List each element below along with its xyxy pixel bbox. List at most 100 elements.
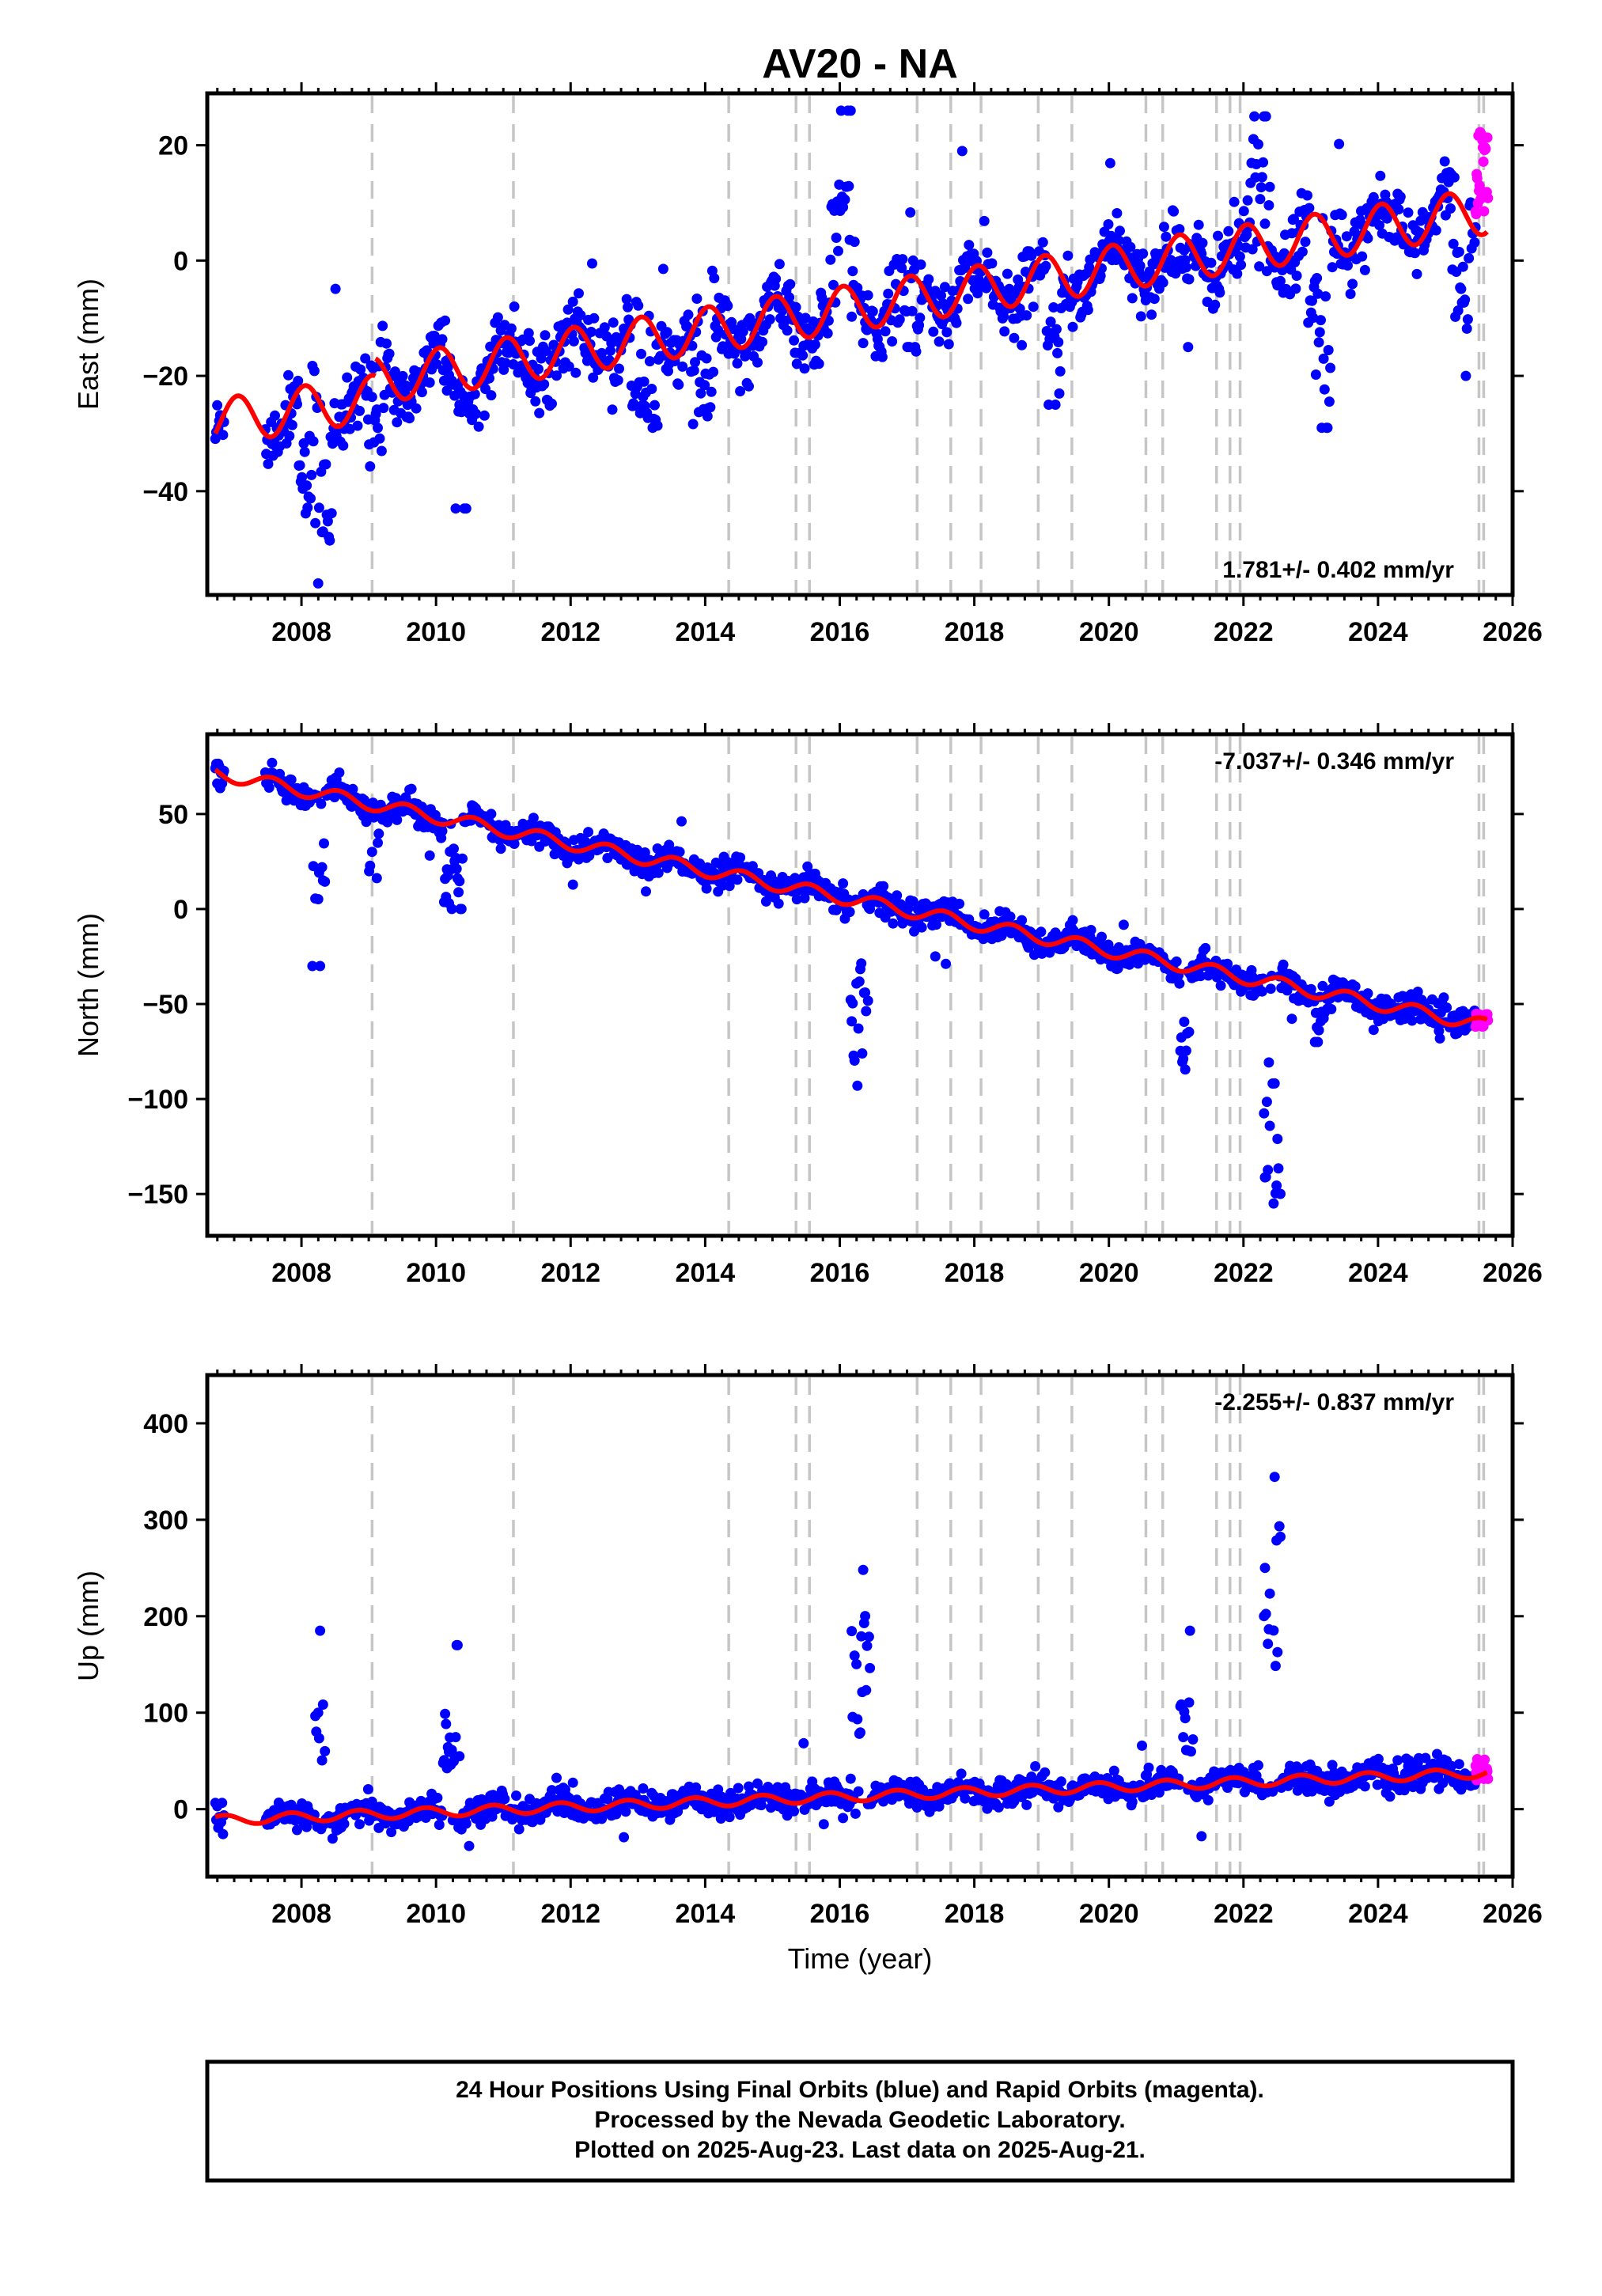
final-orbit-point	[1184, 1697, 1195, 1708]
final-orbit-point	[844, 907, 855, 918]
x-axis-label: Time (year)	[788, 1942, 933, 1975]
final-orbit-point	[1223, 225, 1234, 237]
final-orbit-point	[845, 1773, 856, 1784]
final-orbit-point	[1270, 1661, 1281, 1672]
final-orbit-point	[1319, 384, 1330, 395]
final-orbit-point	[1310, 369, 1321, 380]
final-orbit-point	[217, 1798, 228, 1809]
final-orbit-point	[449, 843, 459, 854]
final-orbit-point	[1460, 294, 1471, 305]
final-orbit-point	[1168, 206, 1180, 217]
x-tick-label: 2012	[540, 1258, 600, 1288]
final-orbit-point	[1040, 260, 1051, 271]
final-orbit-point	[523, 328, 534, 339]
final-orbit-point	[451, 863, 462, 874]
final-orbit-point	[457, 853, 468, 864]
final-orbit-point	[740, 347, 752, 358]
final-orbit-point	[1314, 327, 1325, 338]
final-orbit-point	[1300, 237, 1311, 248]
final-orbit-point	[878, 881, 889, 892]
y-axis: −150 −100 −50 0 50 North (mm)	[72, 800, 1524, 1210]
final-orbit-point	[1393, 204, 1404, 214]
final-orbit-point	[315, 1625, 326, 1636]
final-orbit-point	[292, 1824, 302, 1836]
final-orbit-point	[825, 254, 836, 265]
final-orbit-point	[1085, 925, 1096, 935]
final-orbit-point	[1291, 271, 1302, 281]
x-axis: 2008 2010 2012 2014 2016 2018 2020 2022 2024 2026	[216, 723, 1543, 1288]
final-orbit-point	[1112, 208, 1123, 218]
final-orbit-point	[320, 459, 331, 470]
final-orbit-point	[366, 847, 377, 858]
final-orbit-point	[1214, 287, 1225, 298]
final-orbit-point	[373, 837, 383, 848]
x-tick-label: 2010	[406, 1258, 466, 1288]
final-orbit-point	[1234, 251, 1245, 262]
final-orbit-point	[1264, 181, 1275, 192]
final-orbit-point	[896, 263, 907, 274]
event-lines	[370, 737, 1486, 1233]
final-orbit-point	[687, 340, 698, 351]
final-orbit-point	[818, 1819, 829, 1830]
final-orbit-point	[923, 274, 934, 285]
final-orbit-point	[588, 372, 599, 383]
final-orbit-point	[1178, 1053, 1189, 1064]
final-orbit-point	[851, 1658, 862, 1669]
final-orbit-point	[218, 1828, 229, 1839]
final-orbit-point	[1125, 241, 1136, 252]
final-orbit-point	[267, 757, 278, 768]
final-orbit-point	[1263, 1639, 1274, 1650]
final-orbit-point	[373, 828, 384, 839]
final-orbit-point	[638, 1783, 649, 1794]
final-orbit-point	[360, 353, 371, 364]
final-orbit-point	[1178, 1732, 1189, 1743]
x-tick-label: 2020	[1079, 617, 1139, 647]
final-orbit-point	[452, 1639, 463, 1650]
final-orbit-point	[1445, 203, 1456, 214]
final-orbit-point	[813, 358, 824, 369]
final-orbit-point	[939, 282, 950, 293]
final-orbit-point	[540, 330, 551, 341]
final-orbit-point	[469, 388, 480, 400]
final-orbit-point	[934, 1801, 945, 1812]
final-orbit-point	[706, 386, 717, 397]
final-orbit-point	[397, 370, 408, 381]
final-orbit-point	[366, 1796, 377, 1807]
final-orbit-point	[1268, 1198, 1279, 1209]
final-orbit-point	[1180, 1045, 1191, 1056]
final-orbit-point	[1180, 262, 1191, 273]
final-orbit-point	[854, 976, 865, 987]
plot-frame	[205, 732, 1515, 1238]
final-orbit-point	[799, 363, 810, 374]
final-orbit-point	[587, 258, 597, 269]
final-orbit-point	[861, 1006, 872, 1017]
final-orbit-point	[1362, 233, 1373, 244]
final-orbit-point	[1345, 289, 1356, 299]
final-orbit-point	[1313, 337, 1324, 348]
final-orbit-point	[644, 356, 655, 367]
final-orbit-point	[856, 1631, 867, 1642]
final-orbit-point	[1289, 214, 1299, 225]
final-orbit-point	[633, 300, 644, 311]
final-orbit-point	[682, 321, 693, 332]
model-fit-line	[213, 191, 1489, 440]
x-tick-label: 2018	[945, 1258, 1005, 1288]
final-orbit-point	[302, 502, 313, 513]
final-orbit-point	[506, 323, 517, 334]
final-orbit-point	[691, 1782, 702, 1793]
final-orbit-point	[1362, 988, 1373, 999]
final-orbit-point	[386, 1827, 397, 1838]
final-orbit-point	[894, 314, 905, 325]
final-orbit-point	[313, 502, 324, 513]
final-orbit-point	[575, 309, 586, 320]
final-orbit-point	[1269, 1078, 1280, 1089]
final-orbit-point	[916, 922, 927, 933]
final-orbit-point	[883, 288, 894, 299]
final-orbit-point	[464, 1840, 475, 1851]
final-orbit-point	[828, 279, 839, 290]
rapid-orbit-point	[1478, 156, 1489, 167]
final-orbit-point	[424, 377, 435, 388]
rapid-orbit-point	[1471, 209, 1482, 220]
final-orbit-point	[547, 398, 557, 409]
